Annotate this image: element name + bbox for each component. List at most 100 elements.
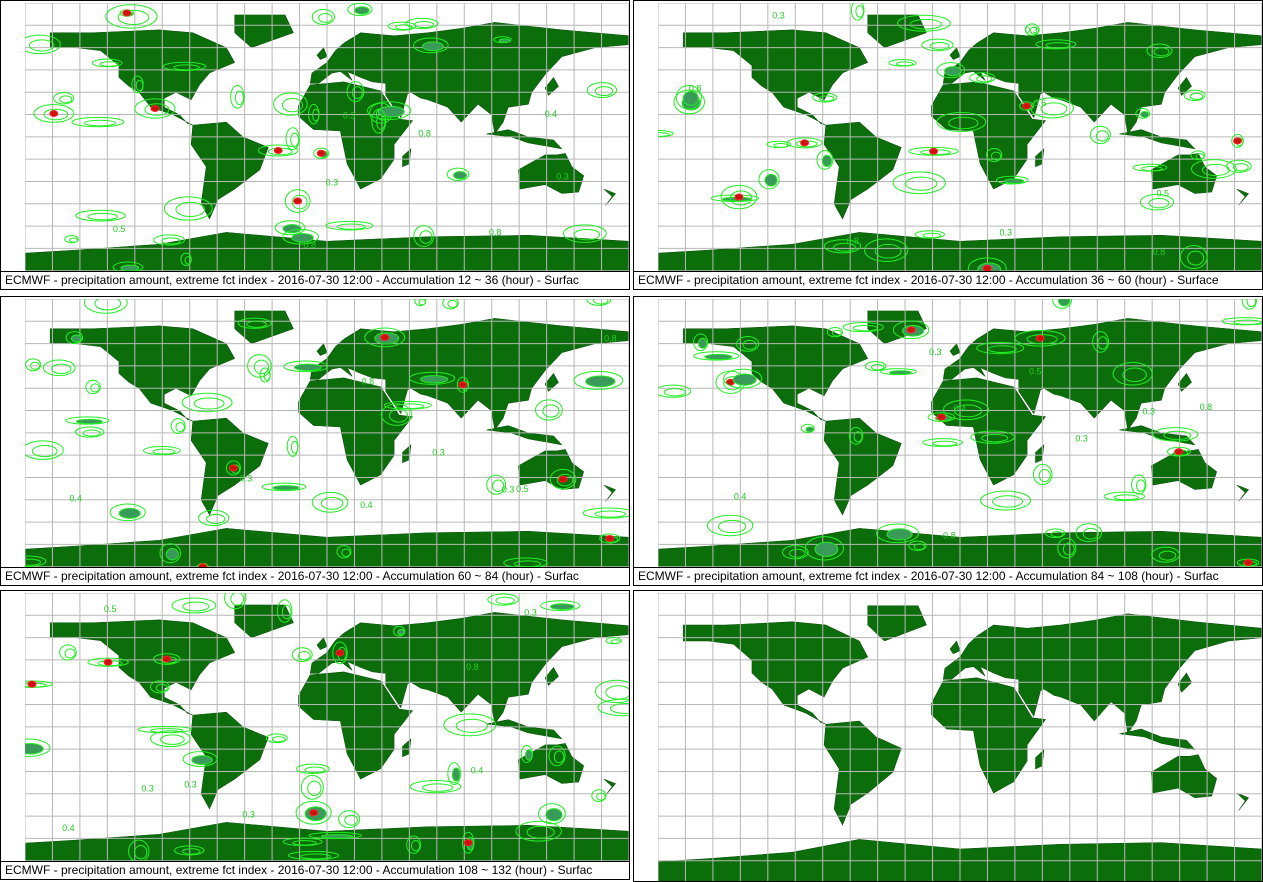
contour (1032, 463, 1053, 486)
contour (855, 5, 864, 18)
contour (1166, 446, 1191, 457)
contour (886, 528, 913, 541)
contour-label: 0.3 (242, 810, 255, 820)
contour (134, 845, 148, 860)
contour (1057, 537, 1077, 559)
contour (1151, 546, 1180, 563)
contour (605, 685, 629, 700)
contour-label: 0.5 (104, 604, 117, 614)
contour (69, 237, 79, 243)
contour (447, 299, 458, 308)
contour (927, 412, 956, 422)
contour (594, 86, 614, 97)
contour (128, 839, 150, 861)
contour (693, 351, 740, 361)
map-panel: 0.3 0.5 0.8 0.3 0.8 0.4 0.3 0.8 ECMWF - precipit… (0, 0, 630, 290)
contour (897, 14, 951, 32)
contour (152, 448, 176, 455)
extreme-area (27, 680, 37, 688)
contour (593, 299, 609, 305)
contour (87, 657, 129, 667)
contour (805, 426, 815, 433)
contour (1141, 166, 1163, 172)
contour (831, 329, 843, 337)
contour-label: 0.8 (489, 228, 502, 238)
contour (1148, 198, 1170, 209)
contour (413, 225, 435, 248)
contour (87, 212, 118, 221)
contour (42, 359, 76, 377)
contour (446, 167, 470, 182)
contour-label: 0.3 (524, 607, 537, 617)
contour (344, 814, 358, 826)
contour (944, 66, 962, 77)
contour (693, 333, 709, 352)
contour (816, 150, 834, 170)
contour-label: 0.5 (113, 224, 126, 234)
contour (932, 440, 958, 447)
contour (336, 223, 367, 230)
contour (265, 733, 288, 744)
contour (25, 738, 51, 757)
contour (282, 229, 320, 245)
contour (758, 169, 780, 190)
contour (610, 639, 621, 645)
contour (1040, 102, 1068, 116)
contour (1146, 43, 1173, 59)
contour (120, 264, 140, 271)
contour (33, 104, 75, 123)
contour (347, 3, 373, 17)
contour (487, 593, 519, 606)
contour (304, 766, 326, 774)
contour (706, 514, 754, 537)
contour (773, 143, 789, 148)
contour (85, 379, 101, 395)
extreme-area (982, 264, 992, 271)
extreme-area (122, 9, 132, 17)
contour (410, 839, 421, 852)
map-panel: 0.3 0.4 0.8 0.3 0.5 0.3 0.4 0.8 ECMWF - precipit… (633, 296, 1263, 586)
contour (905, 176, 938, 191)
contour (524, 749, 533, 761)
contour (272, 485, 300, 491)
contour (182, 601, 210, 612)
contour-label: 0.5 (516, 484, 529, 494)
contour (171, 597, 217, 614)
contour-label: 0.3 (1142, 406, 1155, 416)
contour (281, 97, 304, 113)
contour (540, 600, 581, 612)
contour (720, 184, 758, 210)
contour (495, 596, 515, 605)
contour (1113, 494, 1139, 501)
contour (786, 137, 823, 149)
contour (246, 320, 267, 328)
contour (351, 86, 363, 100)
contour (1246, 299, 1257, 308)
extreme-area (335, 649, 345, 657)
contour (105, 4, 158, 29)
contour (987, 345, 1017, 353)
contour (732, 373, 757, 386)
contour (673, 89, 706, 115)
contour (261, 482, 307, 492)
contour (864, 361, 887, 372)
contour (75, 209, 126, 222)
contour (184, 256, 192, 265)
extreme-area (800, 139, 810, 147)
contour (609, 703, 629, 714)
contour (1158, 550, 1177, 561)
contour (376, 114, 386, 130)
contour (1024, 23, 1040, 36)
contour (25, 558, 41, 566)
extreme-area (1233, 137, 1243, 145)
contour (230, 593, 245, 606)
contour (492, 479, 505, 492)
contour (864, 238, 909, 263)
contour (1044, 528, 1066, 539)
contour (193, 397, 225, 410)
contour (596, 792, 606, 801)
contour (354, 6, 370, 15)
contour (287, 850, 340, 861)
